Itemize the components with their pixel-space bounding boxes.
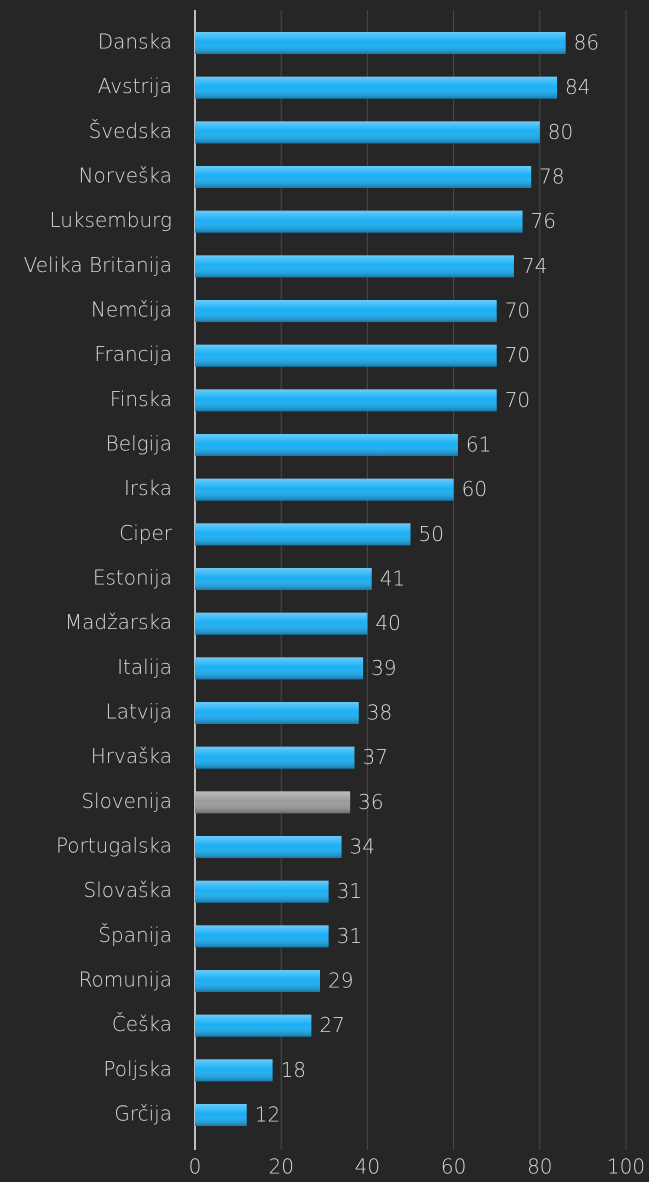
y-tick-label: Belgija	[106, 432, 172, 456]
value-label: 36	[358, 790, 383, 814]
bar-shine	[195, 76, 558, 99]
bar-shine	[195, 523, 411, 546]
value-label: 61	[466, 433, 491, 457]
y-tick-label: Velika Britanija	[24, 253, 172, 277]
y-tick-label: Madžarska	[65, 610, 172, 634]
value-label: 41	[380, 567, 405, 591]
value-label: 74	[522, 254, 547, 278]
y-tick-label: Slovaška	[84, 878, 173, 902]
value-label: 31	[337, 879, 362, 903]
x-tick-label: 20	[268, 1155, 293, 1179]
value-label: 50	[419, 522, 444, 546]
value-label: 34	[350, 835, 375, 859]
value-label: 37	[362, 745, 387, 769]
value-label: 39	[371, 656, 396, 680]
value-label: 70	[505, 388, 530, 412]
y-tick-label: Španija	[98, 923, 172, 947]
y-tick-label: Irska	[124, 476, 172, 500]
y-tick-label: Poljska	[103, 1057, 172, 1081]
x-tick-label: 0	[189, 1155, 202, 1179]
value-label: 31	[337, 924, 362, 948]
bar-shine	[195, 32, 566, 54]
value-label: 78	[539, 165, 564, 189]
value-label: 70	[505, 343, 530, 367]
y-tick-label: Češka	[112, 1012, 172, 1036]
bar-shine	[195, 1014, 312, 1037]
y-tick-label: Latvija	[106, 700, 172, 724]
x-tick-label: 100	[607, 1155, 645, 1179]
y-tick-label: Švedska	[89, 119, 172, 143]
value-label: 38	[367, 701, 392, 725]
value-label: 80	[548, 120, 573, 144]
bar-shine	[195, 1104, 247, 1126]
bar-shine	[195, 389, 497, 412]
bar-shine	[195, 880, 329, 903]
bar-shine	[195, 657, 364, 680]
value-label: 76	[531, 209, 556, 233]
value-label: 70	[505, 299, 530, 323]
value-label: 86	[574, 31, 599, 55]
bar-shine	[195, 970, 320, 992]
y-tick-label: Estonija	[93, 566, 172, 590]
x-tick-label: 60	[441, 1155, 466, 1179]
y-tick-label: Finska	[110, 387, 172, 411]
bar-shine	[195, 1059, 273, 1082]
y-tick-label: Grčija	[114, 1102, 172, 1126]
bar-shine	[195, 836, 342, 858]
bar-shine	[195, 702, 359, 724]
y-tick-label: Francija	[94, 342, 172, 366]
y-tick-label: Norveška	[79, 164, 172, 188]
y-tick-label: Danska	[98, 30, 172, 54]
bar-shine	[195, 925, 329, 948]
bar-shine	[195, 746, 355, 769]
y-tick-label: Portugalska	[56, 834, 172, 858]
y-tick-label: Luksemburg	[50, 208, 173, 232]
value-label: 29	[328, 969, 353, 993]
value-label: 84	[565, 75, 590, 99]
value-label: 18	[281, 1058, 306, 1082]
value-label: 60	[462, 477, 487, 501]
bar-shine	[195, 255, 514, 278]
bar-shine	[195, 434, 458, 456]
bar-shine	[195, 612, 368, 635]
bar-shine	[195, 121, 540, 144]
bar-shine	[195, 300, 497, 322]
value-label: 27	[319, 1013, 344, 1037]
y-tick-label: Italija	[117, 655, 172, 679]
value-label: 12	[255, 1103, 280, 1127]
y-tick-label: Hrvaška	[91, 744, 172, 768]
bar-shine	[195, 166, 532, 188]
bar-shine	[195, 344, 497, 367]
y-tick-label: Romunija	[79, 968, 172, 992]
bar-shine	[195, 791, 351, 814]
y-tick-label: Nemčija	[91, 298, 172, 322]
value-label: 40	[375, 611, 400, 635]
bar-shine	[195, 478, 454, 501]
x-tick-label: 40	[355, 1155, 380, 1179]
y-tick-label: Avstrija	[98, 74, 172, 98]
bar-shine	[195, 210, 523, 233]
x-tick-label: 80	[527, 1155, 552, 1179]
y-tick-label: Ciper	[119, 521, 173, 545]
y-tick-label: Slovenija	[81, 789, 172, 813]
bar-shine	[195, 568, 372, 590]
